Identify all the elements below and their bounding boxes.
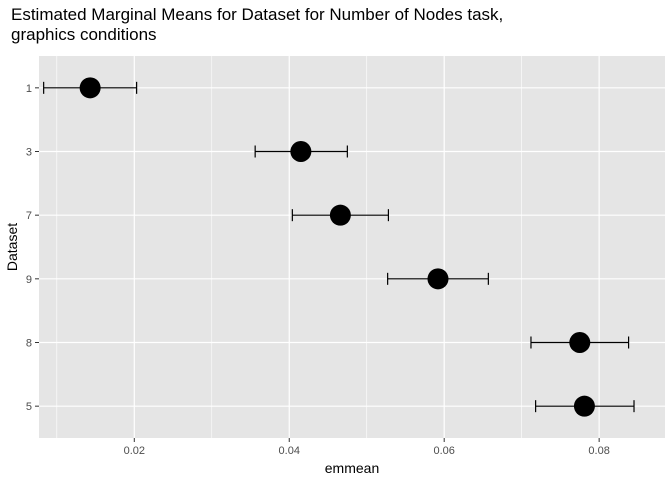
y-tick-label-1: 3 [26, 147, 32, 159]
chart-title: Estimated Marginal Means for Dataset for… [11, 5, 503, 24]
point-8 [569, 332, 591, 353]
x-tick-label-2: 0.06 [433, 445, 454, 457]
point-9 [427, 268, 449, 290]
point-5 [573, 395, 595, 417]
chart-subtitle: graphics conditions [11, 25, 157, 44]
x-axis-title: emmean [325, 460, 379, 476]
point-1 [79, 77, 101, 99]
y-tick-label-0: 1 [26, 83, 32, 95]
x-tick-label-3: 0.08 [588, 445, 609, 457]
y-axis-title: Dataset [4, 223, 20, 271]
y-tick-label-2: 7 [26, 210, 32, 222]
x-tick-label-1: 0.04 [279, 445, 300, 457]
data-marks [43, 77, 635, 417]
plot-panel [39, 56, 665, 438]
y-tick-label-4: 8 [26, 338, 32, 350]
x-tick-label-0: 0.02 [124, 445, 145, 457]
y-tick-label-5: 5 [26, 401, 32, 413]
y-tick-label-3: 9 [26, 274, 32, 286]
point-7 [329, 204, 351, 226]
axes: 0.02 0.04 0.06 0.08 1 3 7 9 8 5 [26, 83, 610, 457]
point-3 [290, 141, 312, 162]
